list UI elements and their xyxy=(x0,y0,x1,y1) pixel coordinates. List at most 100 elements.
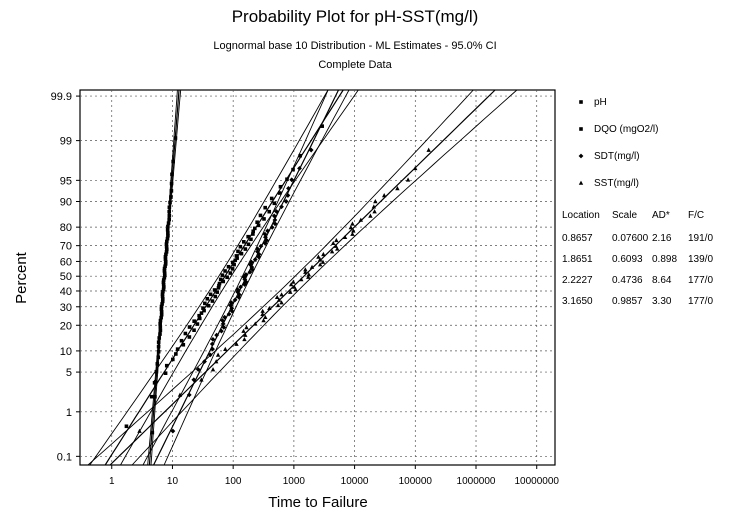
stats-header: Scale xyxy=(612,210,637,221)
data-point xyxy=(195,367,201,372)
data-point xyxy=(238,284,243,290)
data-points xyxy=(124,124,431,435)
data-point xyxy=(210,346,215,352)
data-point xyxy=(263,205,267,210)
y-tick-label: 50 xyxy=(60,271,72,283)
data-point xyxy=(256,223,261,228)
data-point xyxy=(167,217,171,222)
data-point xyxy=(186,392,192,398)
data-point xyxy=(208,292,213,297)
stats-cell: 0.898 xyxy=(652,254,677,265)
data-point xyxy=(169,189,174,193)
data-point xyxy=(226,311,232,317)
data-point xyxy=(252,257,258,262)
data-point xyxy=(243,272,249,277)
data-point xyxy=(395,185,400,191)
stats-cell: 0.6093 xyxy=(612,254,643,265)
data-point xyxy=(276,297,282,302)
data-point xyxy=(201,306,205,310)
data-point xyxy=(271,213,277,219)
data-point xyxy=(163,371,168,375)
data-point xyxy=(278,184,283,189)
y-tick-label: 70 xyxy=(60,241,72,253)
data-point xyxy=(152,381,157,385)
data-point xyxy=(350,221,355,226)
data-point xyxy=(203,301,207,306)
data-point xyxy=(164,247,169,252)
x-tick-label: 10 xyxy=(167,476,179,487)
data-point xyxy=(351,228,356,233)
data-point xyxy=(241,240,246,244)
data-point xyxy=(160,294,165,299)
data-point xyxy=(262,240,268,246)
data-point xyxy=(269,225,275,230)
data-point xyxy=(261,318,266,323)
data-point xyxy=(163,257,168,261)
stats-cell: 0.07600 xyxy=(612,233,649,244)
data-point xyxy=(405,177,411,182)
data-point xyxy=(283,199,289,204)
data-point xyxy=(333,243,339,248)
data-point xyxy=(207,352,213,358)
data-point xyxy=(174,352,178,356)
data-point xyxy=(264,237,269,243)
data-point xyxy=(285,177,289,182)
data-point xyxy=(289,177,295,183)
data-point xyxy=(164,244,169,249)
data-point xyxy=(167,205,172,210)
data-point xyxy=(161,282,166,287)
data-point xyxy=(579,100,583,104)
data-point xyxy=(358,217,364,222)
legend-label: SDT(mg/l) xyxy=(594,151,640,162)
data-point xyxy=(171,159,175,164)
data-point xyxy=(199,311,204,315)
data-point xyxy=(166,221,171,225)
data-point xyxy=(159,312,164,317)
data-point xyxy=(162,285,166,289)
data-point xyxy=(166,233,170,238)
data-point xyxy=(251,229,255,234)
data-point xyxy=(161,280,166,285)
data-point xyxy=(239,251,244,256)
data-point xyxy=(169,195,173,199)
data-point xyxy=(309,264,315,269)
data-point xyxy=(163,259,168,264)
data-point xyxy=(222,314,228,320)
data-point xyxy=(238,244,243,249)
stats-cell: 177/0 xyxy=(688,296,713,307)
stats-cell: 8.64 xyxy=(652,275,672,286)
x-axis-label: Time to Failure xyxy=(268,494,367,511)
data-point xyxy=(210,336,216,342)
y-tick-label: 90 xyxy=(60,197,72,209)
data-point xyxy=(229,308,235,314)
data-point xyxy=(279,204,284,210)
data-point xyxy=(274,209,279,214)
x-tick-label: 100 xyxy=(225,476,242,487)
y-tick-label: 99.9 xyxy=(51,91,72,103)
data-point xyxy=(241,328,246,333)
data-point xyxy=(291,279,296,284)
stats-cell: 191/0 xyxy=(688,233,713,244)
data-point xyxy=(220,321,226,327)
data-point xyxy=(210,299,215,303)
data-point xyxy=(191,377,197,383)
data-point xyxy=(320,259,326,264)
data-point xyxy=(170,172,174,177)
data-point xyxy=(321,251,326,257)
stats-cell: 139/0 xyxy=(688,254,713,265)
data-point xyxy=(242,282,247,287)
data-point xyxy=(228,271,233,275)
data-point xyxy=(221,324,227,330)
plot-area xyxy=(79,89,556,466)
stats-cell: 177/0 xyxy=(688,275,713,286)
data-point xyxy=(156,340,161,344)
data-point xyxy=(277,191,282,195)
stats-cell: 0.4736 xyxy=(612,275,643,286)
stats-cell: 3.1650 xyxy=(562,296,593,307)
y-tick-label: 0.1 xyxy=(57,451,72,463)
data-point xyxy=(161,289,165,294)
data-point xyxy=(214,332,220,338)
legend-label: pH xyxy=(594,97,607,108)
data-point xyxy=(243,332,248,337)
data-point xyxy=(243,247,248,251)
